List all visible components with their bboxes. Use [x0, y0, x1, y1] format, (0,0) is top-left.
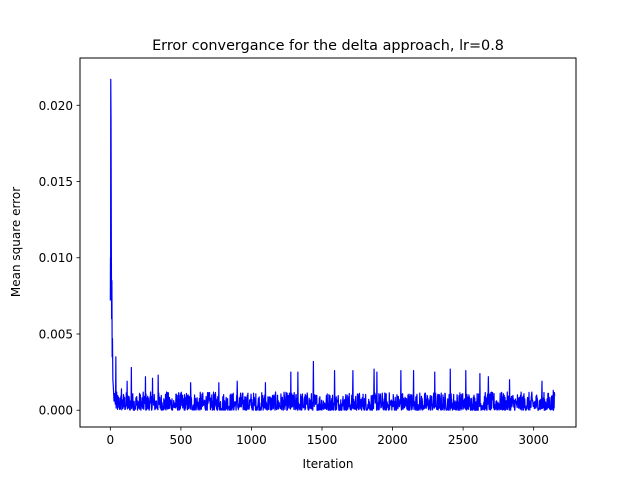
series-line: [109, 78, 556, 411]
x-tick-label: 500: [169, 433, 192, 447]
x-tick-label: 0: [107, 433, 115, 447]
x-axis: 0 500 1000 1500 2000 2500 3000: [107, 427, 549, 447]
y-tick-label: 0.015: [39, 175, 73, 189]
y-tick-label: 0.000: [39, 404, 73, 418]
x-tick-label: 3000: [518, 433, 549, 447]
chart-title: Error convergance for the delta approach…: [152, 38, 504, 54]
x-tick-label: 2000: [377, 433, 408, 447]
y-tick-label: 0.010: [39, 251, 73, 265]
x-axis-label: Iteration: [303, 457, 354, 471]
series-layer: [109, 78, 556, 411]
y-tick-label: 0.005: [39, 327, 73, 341]
y-axis-label: Mean square error: [9, 187, 23, 297]
x-tick-label: 2500: [448, 433, 479, 447]
y-axis: 0.000 0.005 0.010 0.015 0.020: [39, 99, 80, 418]
x-tick-label: 1500: [307, 433, 338, 447]
x-tick-label: 1000: [236, 433, 267, 447]
plot-frame: [79, 57, 577, 428]
y-tick-label: 0.020: [39, 99, 73, 113]
